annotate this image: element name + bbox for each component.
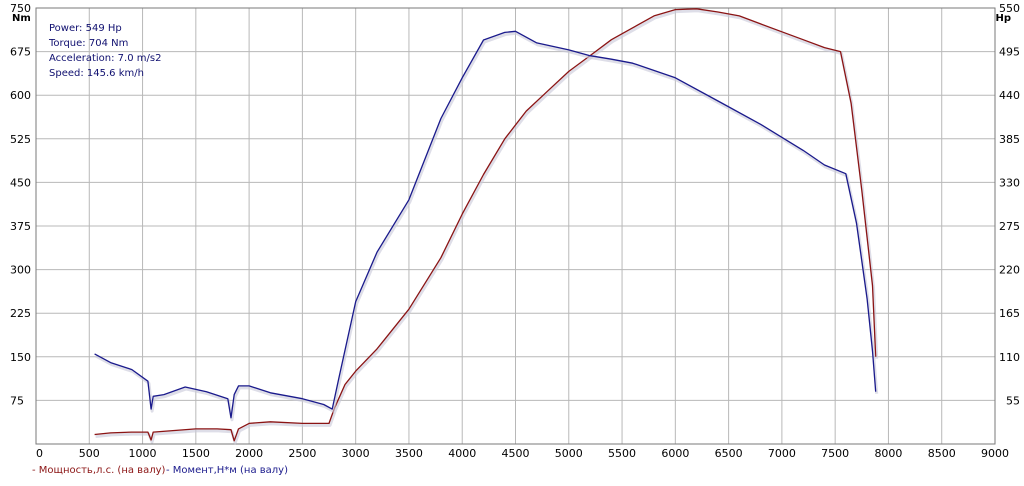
x-tick-label: 1500 bbox=[182, 447, 210, 460]
x-tick-label: 3000 bbox=[342, 447, 370, 460]
y-left-tick-label: 525 bbox=[10, 133, 31, 146]
y-left-tick-label: 600 bbox=[10, 89, 31, 102]
x-tick-label: 7500 bbox=[821, 447, 849, 460]
x-tick-label: 6500 bbox=[715, 447, 743, 460]
series-line-power bbox=[94, 8, 877, 442]
y-right-tick-label: 165 bbox=[999, 307, 1020, 320]
y-left-unit: Nm bbox=[12, 13, 31, 24]
axes-layer: 0 500 1000 1500 2000 2500 3000 3500 4000 4500 5000… bbox=[10, 2, 1020, 460]
y-right-tick-label: 110 bbox=[999, 351, 1020, 364]
x-tick-label: 2000 bbox=[235, 447, 263, 460]
x-tick-label: 500 bbox=[79, 447, 100, 460]
y-right-tick-label: 550 bbox=[999, 2, 1020, 15]
annotation-line: Acceleration: 7.0 m/s2 bbox=[49, 53, 161, 64]
annotation-line: Torque: 704 Nm bbox=[48, 38, 128, 49]
y-right-tick-label: 55 bbox=[1006, 394, 1020, 407]
legend-layer: - Мощность,л.с. (на валу) - Момент,Н*м (н… bbox=[32, 465, 288, 476]
series-shadow-1 bbox=[94, 31, 879, 422]
y-right-tick-label: 495 bbox=[999, 46, 1020, 59]
x-tick-label: 9000 bbox=[981, 447, 1009, 460]
series-line-torque bbox=[94, 30, 877, 419]
y-right-tick-label: 275 bbox=[999, 220, 1020, 233]
y-left-tick-label: 75 bbox=[10, 394, 24, 407]
y-right-tick-label: 440 bbox=[999, 89, 1020, 102]
x-tick-label: 1000 bbox=[129, 447, 157, 460]
legend-entry: - Момент,Н*м (на валу) bbox=[166, 465, 288, 476]
series-layer bbox=[94, 8, 879, 445]
y-left-tick-label: 675 bbox=[10, 46, 31, 59]
x-tick-label: 5500 bbox=[608, 447, 636, 460]
y-left-tick-label: 450 bbox=[10, 176, 31, 189]
x-tick-label: 3500 bbox=[395, 447, 423, 460]
x-tick-label: 8500 bbox=[928, 447, 956, 460]
y-left-tick-label: 375 bbox=[10, 220, 31, 233]
x-tick-label: 2500 bbox=[288, 447, 316, 460]
y-right-tick-label: 220 bbox=[999, 264, 1020, 277]
y-right-tick-label: 330 bbox=[999, 176, 1020, 189]
x-tick-label: 8000 bbox=[874, 447, 902, 460]
x-tick-label: 4000 bbox=[448, 447, 476, 460]
x-tick-label: 4500 bbox=[502, 447, 530, 460]
y-left-tick-label: 150 bbox=[10, 351, 31, 364]
annotation-line: Speed: 145.6 km/h bbox=[49, 68, 144, 79]
y-left-tick-label: 750 bbox=[10, 2, 31, 15]
plot-frame bbox=[35, 7, 996, 445]
annotation-layer: Power: 549 Hp Torque: 704 Nm Acceleration:… bbox=[48, 23, 161, 79]
x-tick-label: 7000 bbox=[768, 447, 796, 460]
annotation-line: Power: 549 Hp bbox=[49, 23, 122, 34]
y-left-tick-label: 300 bbox=[10, 264, 31, 277]
x-tick-label: 5000 bbox=[555, 447, 583, 460]
y-right-unit: Hp bbox=[995, 13, 1011, 24]
x-tick-label: 6000 bbox=[661, 447, 689, 460]
x-tick-label: 0 bbox=[36, 447, 43, 460]
legend-entry: - Мощность,л.с. (на валу) bbox=[32, 465, 166, 476]
series-shadow-0 bbox=[95, 9, 879, 445]
y-right-tick-label: 385 bbox=[999, 133, 1020, 146]
y-left-tick-label: 225 bbox=[10, 307, 31, 320]
